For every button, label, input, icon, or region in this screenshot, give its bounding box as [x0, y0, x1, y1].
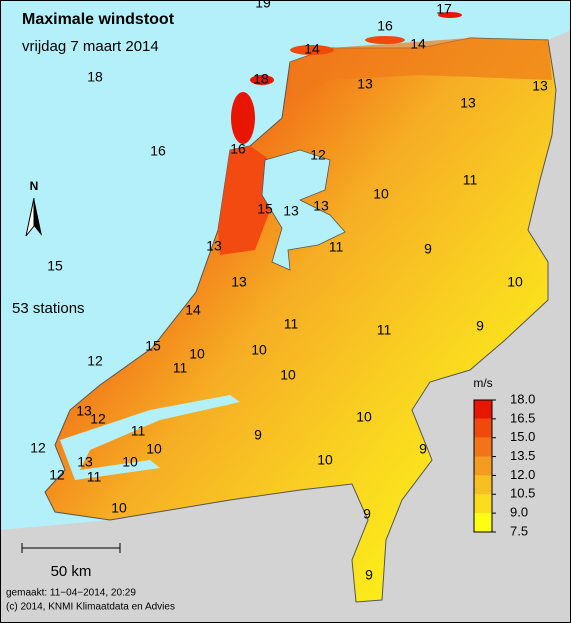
footer-made: gemaakt: 11−04−2014, 20:29 [6, 588, 136, 599]
vlieland [250, 75, 274, 85]
station-value: 10 [111, 500, 127, 516]
station-value: 16 [230, 141, 246, 157]
station-value: 10 [122, 454, 138, 470]
station-value: 15 [145, 338, 161, 354]
station-value: 13 [357, 76, 373, 92]
north-coast [290, 38, 552, 100]
subtitle: vrijdag 7 maart 2014 [22, 38, 159, 55]
station-value: 14 [185, 302, 201, 318]
station-value: 13 [231, 274, 247, 290]
station-value: 16 [377, 18, 393, 34]
ijsselmeer [261, 149, 346, 271]
footer-copyright: (c) 2014, KNMI Klimaatdata en Advies [6, 602, 175, 613]
legend-tick-label: 13.5 [510, 448, 535, 463]
station-value: 9 [476, 318, 484, 334]
station-value: 12 [87, 353, 103, 369]
station-value: 10 [146, 441, 162, 457]
sea [0, 0, 571, 530]
title: Maximale windstoot [22, 11, 175, 28]
station-value: 13 [206, 238, 222, 254]
station-value: 18 [253, 71, 269, 87]
station-value: 11 [377, 322, 392, 338]
legend-band [474, 494, 492, 514]
station-value: 12 [30, 440, 46, 456]
station-value: 13 [76, 403, 92, 419]
legend-tick-label: 16.5 [510, 410, 535, 425]
station-value: 9 [254, 427, 262, 443]
station-value: 9 [424, 241, 432, 257]
station-value: 17 [436, 1, 452, 17]
legend-tick-label: 18.0 [510, 391, 535, 406]
station-value: 13 [313, 198, 329, 214]
legend-unit: m/s [473, 376, 492, 390]
north-arrow-outline [25, 197, 35, 237]
terschelling [290, 45, 334, 55]
station-value: 14 [304, 41, 320, 57]
station-value: 10 [356, 409, 372, 425]
station-value: 16 [150, 143, 166, 159]
rottumeroog [438, 12, 462, 18]
legend-band [474, 437, 492, 457]
station-value: 18 [87, 69, 103, 85]
legend: 18.0 16.5 15.0 13.5 12.0 10.5 9.0 7.5 [473, 391, 535, 538]
station-count: 53 stations [12, 300, 85, 317]
station-value: 10 [317, 452, 333, 468]
estuaries [60, 395, 240, 480]
station-value: 14 [410, 36, 426, 52]
legend-band [474, 456, 492, 476]
station-value: 11 [87, 469, 102, 485]
station-value: 15 [47, 258, 63, 274]
legend-tick-label: 15.0 [510, 429, 535, 444]
station-value: 9 [363, 506, 371, 522]
station-value: 12 [49, 467, 65, 483]
station-value: 12 [310, 147, 326, 163]
station-value: 9 [365, 567, 373, 583]
legend-tick-label: 9.0 [510, 505, 528, 520]
legend-band [474, 475, 492, 495]
station-value: 11 [173, 360, 188, 376]
texel [231, 92, 255, 144]
station-value: 19 [255, 0, 271, 11]
station-value: 10 [189, 346, 205, 362]
station-value: 13 [283, 203, 299, 219]
legend-tick-label: 10.5 [510, 486, 535, 501]
legend-band [474, 418, 492, 438]
north-label: N [30, 179, 39, 193]
station-value: 11 [463, 172, 478, 188]
station-value: 11 [131, 423, 146, 439]
legend-frame [473, 399, 493, 533]
station-value: 13 [77, 454, 93, 470]
station-value: 15 [257, 201, 273, 217]
legend-tick-label: 7.5 [510, 523, 528, 538]
station-value: 13 [532, 78, 548, 94]
legend-band [474, 400, 492, 419]
north-arrow [34, 198, 42, 236]
station-value: 10 [373, 186, 389, 202]
scale-label: 50 km [51, 563, 92, 580]
station-value: 11 [284, 316, 299, 332]
legend-tick-label: 12.0 [510, 467, 535, 482]
station-value: 9 [419, 441, 427, 457]
legend-band [474, 513, 492, 532]
station-value: 13 [460, 95, 476, 111]
station-value: 11 [329, 239, 344, 255]
station-value: 10 [507, 274, 523, 290]
station-value: 12 [90, 411, 106, 427]
station-value: 10 [280, 367, 296, 383]
ameland [365, 36, 405, 44]
north-holland-high [218, 146, 272, 255]
station-value: 10 [251, 342, 267, 358]
